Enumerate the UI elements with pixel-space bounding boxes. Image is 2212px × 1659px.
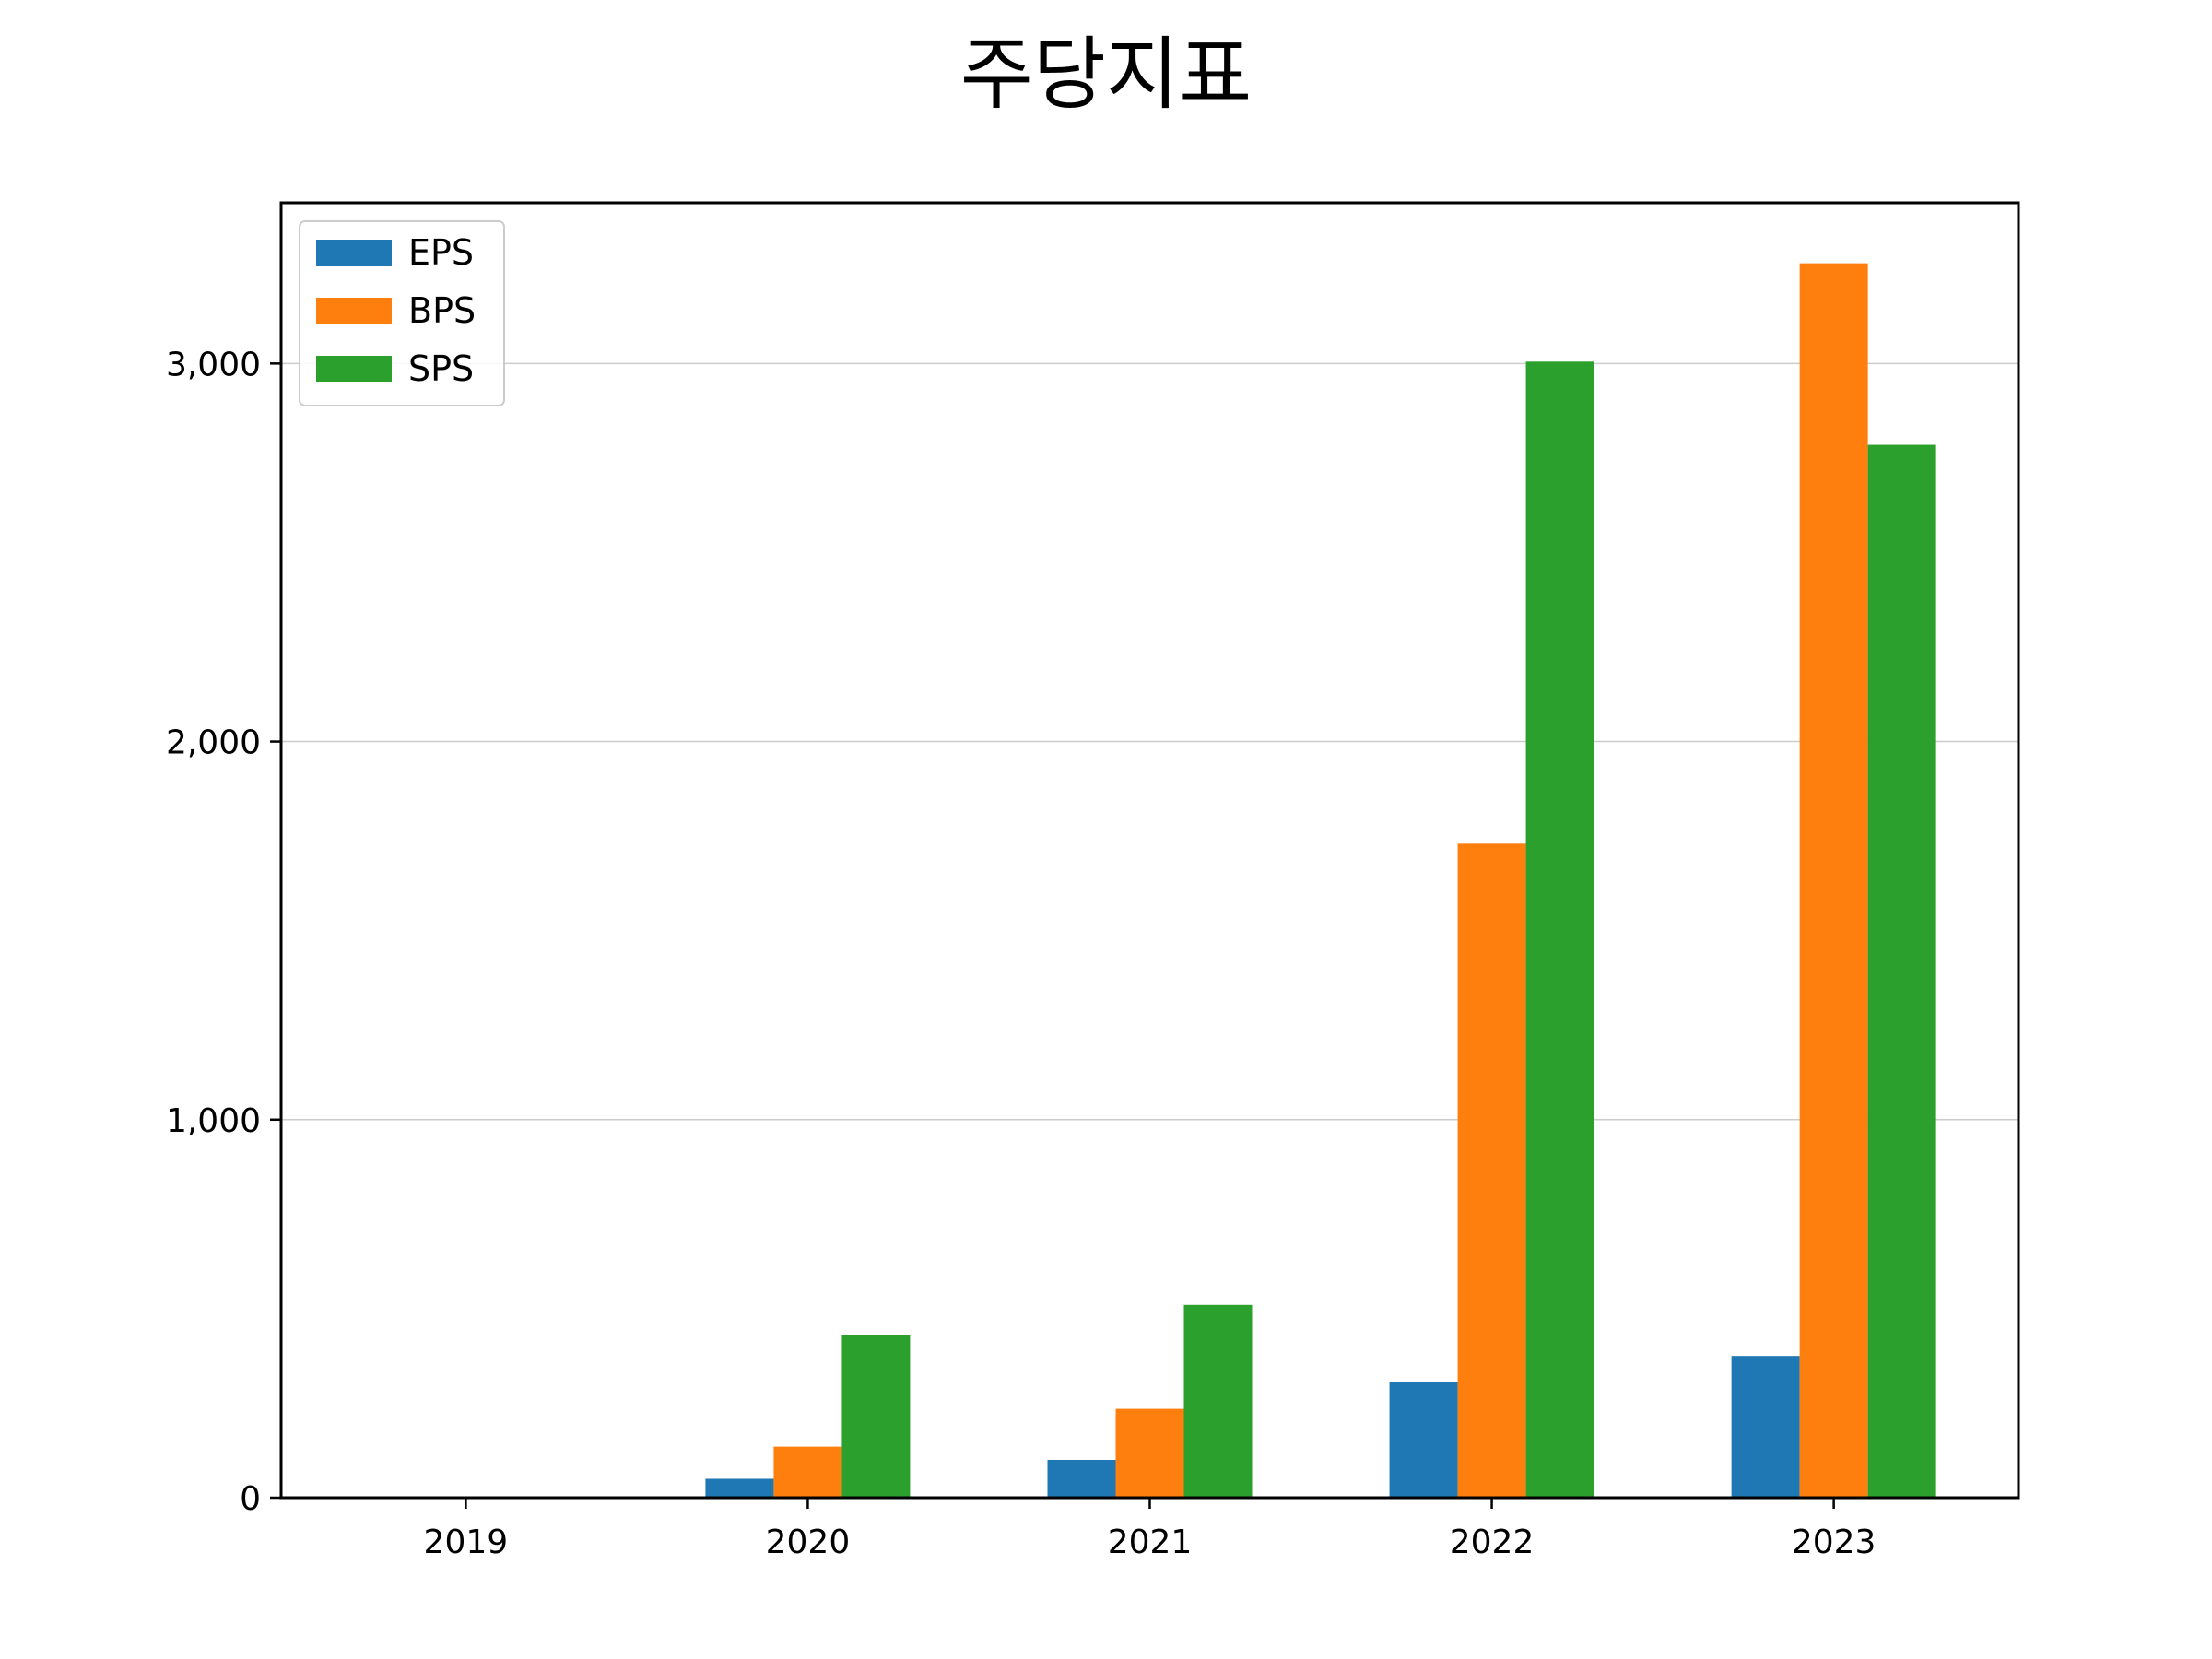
x-tick-label: 2023 [1792, 1524, 1877, 1561]
legend-swatch-bps [316, 298, 392, 324]
bar-sps-2022 [1525, 361, 1594, 1498]
legend: EPS BPS SPS [299, 220, 505, 406]
y-axis: 0 1,000 2,000 3,000 [166, 346, 281, 1518]
legend-swatch-sps [316, 356, 392, 382]
y-tick-label: 1,000 [166, 1102, 261, 1140]
bar-bps-2021 [1115, 1408, 1184, 1498]
y-tick-label: 0 [240, 1480, 261, 1518]
x-axis: 2019 2020 2021 2022 2023 [424, 1498, 1877, 1561]
bars-layer [705, 263, 1936, 1499]
y-tick-label: 3,000 [166, 346, 261, 383]
x-tick-label: 2020 [766, 1524, 851, 1561]
y-tick-label: 2,000 [166, 724, 261, 762]
x-tick-label: 2019 [424, 1524, 509, 1561]
bar-eps-2022 [1389, 1382, 1458, 1498]
bar-bps-2023 [1799, 263, 1868, 1499]
bar-bps-2022 [1457, 843, 1526, 1498]
legend-swatch-eps [316, 240, 392, 266]
bar-eps-2023 [1731, 1356, 1800, 1498]
x-tick-label: 2022 [1450, 1524, 1535, 1561]
bar-eps-2020 [705, 1478, 774, 1498]
grid-layer [281, 362, 2018, 1121]
bar-sps-2023 [1867, 444, 1936, 1498]
legend-label-bps: BPS [408, 290, 476, 331]
legend-label-eps: EPS [408, 232, 474, 273]
bar-eps-2021 [1047, 1459, 1116, 1498]
bar-bps-2020 [773, 1446, 842, 1498]
plot-frame [279, 201, 2020, 1500]
legend-label-sps: SPS [408, 348, 474, 389]
bar-sps-2020 [841, 1335, 911, 1498]
x-tick-label: 2021 [1108, 1524, 1193, 1561]
bar-sps-2021 [1183, 1304, 1253, 1498]
chart-title: 주당지표 [959, 29, 1253, 121]
